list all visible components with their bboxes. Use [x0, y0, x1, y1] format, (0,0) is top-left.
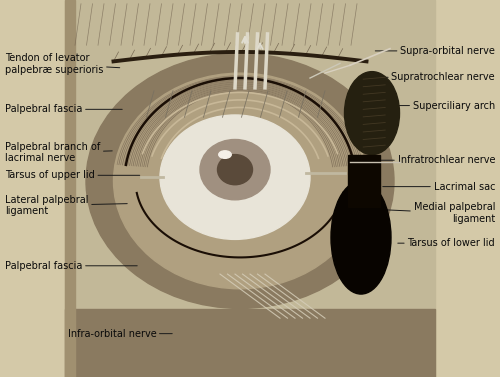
- Text: Palpebral fascia: Palpebral fascia: [5, 261, 137, 271]
- Ellipse shape: [200, 139, 270, 200]
- Text: Palpebral fascia: Palpebral fascia: [5, 104, 122, 114]
- Text: Palpebral branch of
lacrimal nerve: Palpebral branch of lacrimal nerve: [5, 142, 112, 164]
- Bar: [65, 0, 435, 377]
- Text: Superciliary arch: Superciliary arch: [373, 101, 495, 110]
- Ellipse shape: [160, 115, 310, 239]
- Bar: [348, 155, 380, 207]
- Ellipse shape: [114, 73, 366, 289]
- Ellipse shape: [344, 72, 400, 155]
- Bar: [65, 0, 75, 377]
- Text: Tarsus of lower lid: Tarsus of lower lid: [398, 238, 495, 248]
- Text: Lacrimal sac: Lacrimal sac: [383, 182, 495, 192]
- Ellipse shape: [218, 155, 252, 185]
- Bar: [65, 309, 435, 377]
- Text: Lateral palpebral
ligament: Lateral palpebral ligament: [5, 195, 127, 216]
- Ellipse shape: [86, 54, 394, 308]
- Text: Supratrochlear nerve: Supratrochlear nerve: [383, 72, 495, 82]
- Text: Tendon of levator
palpebræ superioris: Tendon of levator palpebræ superioris: [5, 53, 119, 75]
- Text: Supra-orbital nerve: Supra-orbital nerve: [376, 46, 495, 56]
- Ellipse shape: [331, 181, 391, 294]
- Ellipse shape: [218, 151, 231, 158]
- Text: Infra-orbital nerve: Infra-orbital nerve: [68, 329, 172, 339]
- Text: Tarsus of upper lid: Tarsus of upper lid: [5, 170, 140, 180]
- Text: Infratrochlear nerve: Infratrochlear nerve: [376, 155, 495, 165]
- Text: Medial palpebral
ligament: Medial palpebral ligament: [376, 202, 495, 224]
